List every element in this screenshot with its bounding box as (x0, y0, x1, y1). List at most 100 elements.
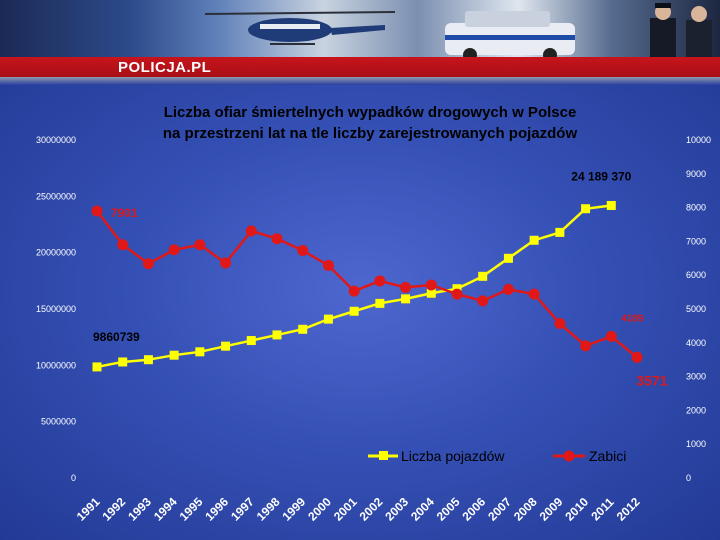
right-tick-label: 2000 (686, 405, 706, 415)
legend-label-vehicles: Liczba pojazdów (401, 448, 505, 464)
left-tick-label: 10000000 (36, 360, 76, 370)
x-tick-label: 2005 (434, 495, 463, 524)
data-point-killed (425, 279, 437, 291)
left-tick-label: 25000000 (36, 191, 76, 201)
x-tick-label: 2003 (382, 495, 411, 524)
right-tick-label: 7000 (686, 236, 706, 246)
data-point-vehicles (478, 271, 488, 281)
x-tick-label: 1992 (99, 495, 128, 524)
header-shadow (0, 77, 720, 85)
right-tick-label: 10000 (686, 135, 711, 145)
data-point-vehicles (503, 253, 513, 263)
data-point-killed (348, 285, 360, 297)
chart-title-line-1: Liczba ofiar śmiertelnych wypadków drogo… (164, 104, 577, 121)
x-tick-label: 1994 (151, 495, 180, 524)
x-tick-label: 2000 (305, 495, 334, 524)
x-tick-label: 2009 (537, 495, 566, 524)
data-point-vehicles (529, 235, 539, 245)
data-point-vehicles (401, 294, 411, 304)
data-point-killed (271, 233, 283, 245)
x-tick-label: 1991 (74, 495, 103, 524)
left-tick-label: 0 (71, 473, 76, 483)
x-tick-label: 2004 (408, 495, 437, 524)
legend-label-killed: Zabici (589, 448, 626, 464)
x-tick-label: 2007 (485, 495, 514, 524)
data-point-vehicles (426, 288, 436, 298)
data-point-vehicles (118, 357, 128, 367)
header-banner: POLICJA.PL (0, 0, 720, 85)
data-point-killed (374, 275, 386, 287)
data-point-vehicles (169, 350, 179, 360)
right-tick-label: 1000 (686, 439, 706, 449)
data-label: 3571 (636, 372, 667, 388)
left-tick-label: 20000000 (36, 248, 76, 258)
police-officers-image (650, 3, 712, 60)
left-tick-label: 30000000 (36, 135, 76, 145)
legend-swatch-marker-killed (563, 450, 575, 462)
right-tick-label: 6000 (686, 270, 706, 280)
x-tick-label: 2011 (588, 495, 617, 524)
x-tick-label: 2010 (562, 495, 591, 524)
x-tick-label: 2001 (331, 495, 360, 524)
data-point-killed (477, 295, 489, 307)
header-photo-strip (0, 0, 720, 60)
x-tick-label: 2012 (614, 495, 643, 524)
data-point-vehicles (298, 324, 308, 334)
data-point-vehicles (555, 227, 565, 237)
right-tick-label: 3000 (686, 372, 706, 382)
right-tick-label: 0 (686, 473, 691, 483)
left-axis-ticks: 0 5000000 10000000 15000000 20000000 25000000… (36, 135, 76, 483)
series-line-killed (96, 210, 638, 359)
data-point-vehicles (143, 355, 153, 365)
annotations-layer: 7901 9860739 24 189 370 4189 3571 (93, 169, 668, 388)
data-point-killed (117, 239, 129, 251)
data-point-vehicles (92, 362, 102, 372)
data-point-vehicles (581, 204, 591, 214)
x-tick-label: 1998 (254, 495, 283, 524)
right-tick-label: 5000 (686, 304, 706, 314)
chart-title-line-2: na przestrzeni lat na tle liczby zarejes… (163, 125, 578, 142)
data-point-killed (400, 281, 412, 293)
data-point-killed (245, 225, 257, 237)
x-tick-label: 1993 (125, 495, 154, 524)
police-car-image (445, 11, 575, 60)
data-point-killed (605, 330, 617, 342)
legend: Liczba pojazdów Zabici (368, 448, 626, 464)
data-label: 24 189 370 (571, 169, 631, 183)
data-point-killed (168, 244, 180, 256)
left-tick-label: 15000000 (36, 304, 76, 314)
data-point-killed (502, 283, 514, 295)
x-tick-label: 1996 (202, 495, 231, 524)
data-point-vehicles (246, 336, 256, 346)
x-tick-label: 1997 (228, 495, 257, 524)
series-layer (91, 200, 643, 372)
helicopter-image (204, 11, 396, 45)
data-point-killed (194, 239, 206, 251)
data-point-killed (297, 245, 309, 257)
data-point-killed (580, 340, 592, 352)
data-point-vehicles (323, 314, 333, 324)
data-point-vehicles (375, 298, 385, 308)
right-tick-label: 4000 (686, 338, 706, 348)
left-tick-label: 5000000 (41, 417, 76, 427)
legend-swatch-marker-vehicles (379, 451, 388, 460)
brand-band (0, 57, 720, 77)
data-point-vehicles (272, 330, 282, 340)
data-point-killed (451, 288, 463, 300)
data-point-killed (528, 288, 540, 300)
x-axis-ticks: 1991199219931994199519961997199819992000… (74, 495, 643, 524)
data-point-killed (142, 258, 154, 270)
site-logo[interactable]: POLICJA.PL (118, 59, 212, 76)
data-point-killed (554, 318, 566, 330)
data-point-killed (631, 351, 643, 363)
data-point-vehicles (349, 306, 359, 316)
data-point-vehicles (195, 347, 205, 357)
data-label: 9860739 (93, 330, 140, 344)
x-tick-label: 1995 (177, 495, 206, 524)
data-point-vehicles (221, 341, 231, 351)
x-tick-label: 2006 (459, 495, 488, 524)
data-point-killed (91, 205, 103, 217)
chart-background (0, 85, 720, 540)
right-tick-label: 9000 (686, 169, 706, 179)
